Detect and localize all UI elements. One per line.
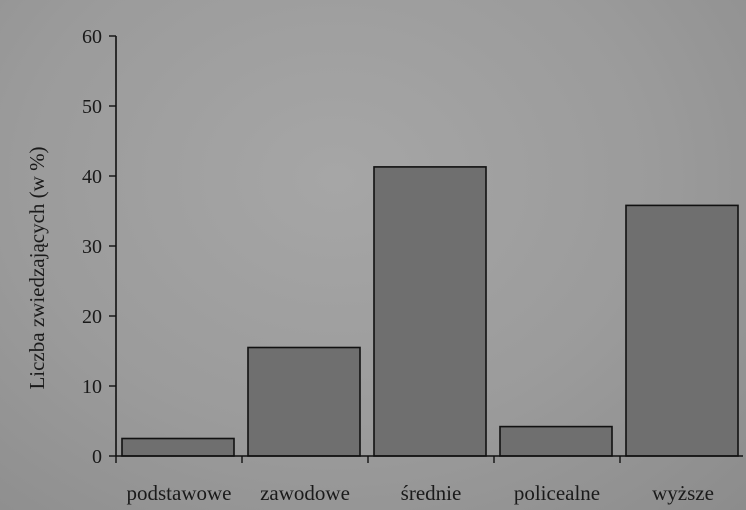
y-tick-label-20: 20 bbox=[82, 306, 102, 328]
x-tick-label-5: wyższe bbox=[652, 481, 714, 505]
y-tick-label-50: 50 bbox=[82, 96, 102, 118]
bar-3 bbox=[373, 166, 487, 457]
labels-layer: 0 10 20 30 40 50 60 podstawowe zawodowe średnie po… bbox=[82, 26, 714, 505]
bar-2 bbox=[247, 346, 361, 457]
y-tick-label-60: 60 bbox=[82, 26, 102, 48]
x-tick-label-3: średnie bbox=[401, 481, 462, 505]
y-axis-title: Liczba zwiedzających (w %) bbox=[25, 146, 49, 389]
bar-5 bbox=[625, 204, 739, 457]
bars-layer bbox=[121, 166, 739, 457]
axes-layer bbox=[109, 35, 743, 463]
y-tick-label-0: 0 bbox=[92, 446, 102, 468]
y-tick-label-30: 30 bbox=[82, 236, 102, 258]
y-tick-label-40: 40 bbox=[82, 166, 102, 188]
y-tick-label-10: 10 bbox=[82, 376, 102, 398]
x-tick-label-1: podstawowe bbox=[127, 481, 232, 505]
x-tick-label-2: zawodowe bbox=[260, 481, 350, 505]
bar-4 bbox=[499, 425, 613, 457]
x-tick-label-4: policealne bbox=[514, 481, 600, 505]
bar-1 bbox=[121, 437, 235, 457]
